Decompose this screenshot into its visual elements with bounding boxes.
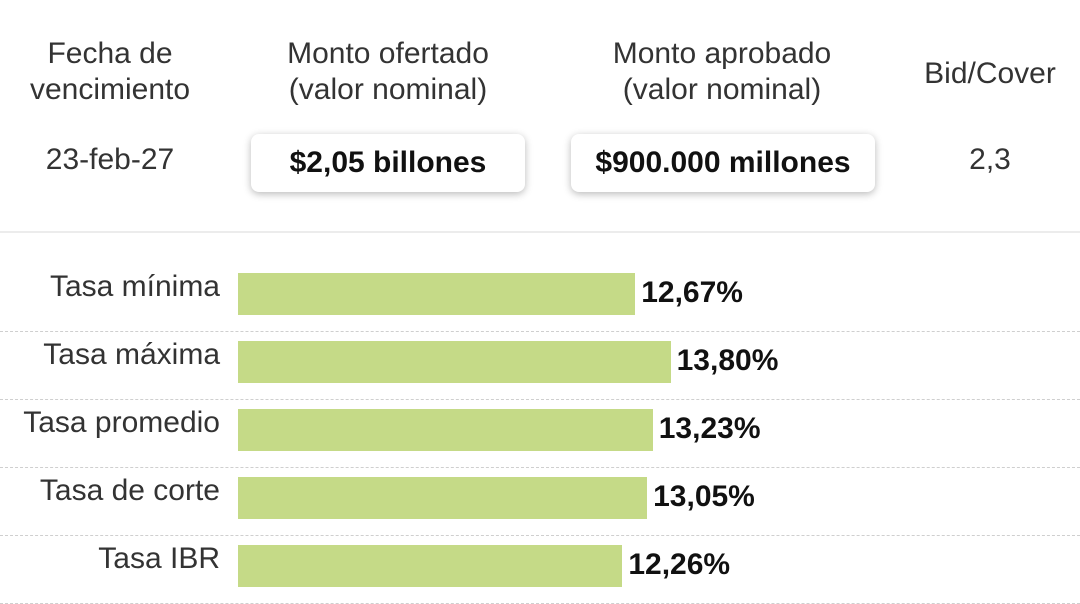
header-fecha-line1: Fecha de [47, 37, 173, 70]
bar [238, 477, 648, 519]
header-bid-cover-label: Bid/Cover [924, 57, 1056, 90]
bar-category-label: Tasa IBR [98, 542, 220, 575]
header-aprobado-line2: (valor nominal) [622, 73, 822, 106]
bar-row: Tasa máxima 13,80% [0, 332, 1080, 400]
section-divider [0, 231, 1080, 233]
row-separator [0, 399, 1080, 400]
header-ofertado: Monto ofertado (valor nominal) [238, 36, 538, 108]
header-bid-cover: Bid/Cover [905, 56, 1075, 92]
bar-value-label: 13,05% [653, 480, 755, 513]
summary-ofertado-pill: $2,05 billones [251, 134, 525, 192]
bar-value-label: 13,23% [658, 412, 761, 445]
bar-value-label: 13,80% [676, 344, 779, 377]
header-fecha: Fecha de vencimiento [10, 36, 210, 108]
summary-fecha-value: 23-feb-27 [45, 143, 175, 176]
bar-category-label: Tasa de corte [39, 474, 220, 507]
bar [238, 341, 671, 383]
header-aprobado-line1: Monto aprobado [612, 37, 832, 70]
row-separator [0, 331, 1080, 332]
header-ofertado-line2: (valor nominal) [288, 73, 488, 106]
bar [238, 409, 653, 451]
header-fecha-line2: vencimiento [29, 73, 191, 106]
bar-value-label: 12,67% [641, 276, 743, 309]
summary-bid-cover-value: 2,3 [969, 143, 1011, 176]
bar-row: Tasa de corte 13,05% [0, 468, 1080, 536]
summary-aprobado-pill: $900.000 millones [571, 134, 875, 192]
header-ofertado-line1: Monto ofertado [287, 37, 489, 70]
bar-row: Tasa promedio 13,23% [0, 400, 1080, 468]
row-separator [0, 535, 1080, 536]
bar-category-label: Tasa mínima [49, 270, 220, 303]
header-aprobado: Monto aprobado (valor nominal) [572, 36, 872, 108]
bar-row: Tasa IBR 12,26% [0, 536, 1080, 604]
bar-row: Tasa mínima 12,67% [0, 264, 1080, 332]
bar [238, 545, 623, 587]
bar-category-label: Tasa máxima [43, 338, 220, 371]
row-separator [0, 467, 1080, 468]
bar-category-label: Tasa promedio [23, 406, 220, 439]
bar [238, 273, 636, 315]
bar-value-label: 12,26% [628, 548, 731, 581]
